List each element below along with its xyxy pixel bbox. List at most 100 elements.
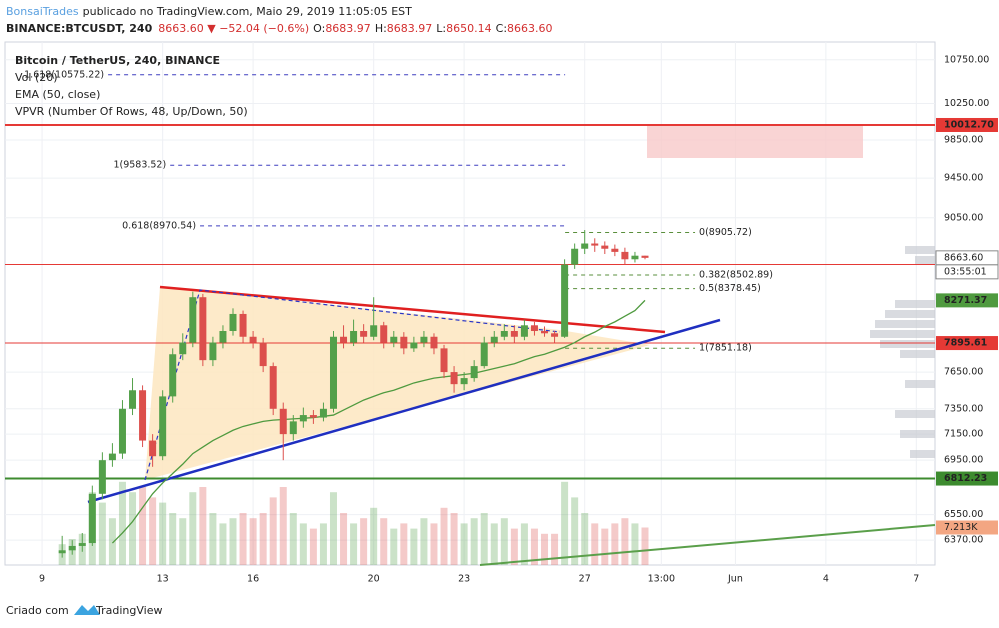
volume-bar bbox=[591, 523, 599, 565]
candle-body bbox=[108, 453, 116, 461]
volume-profile bbox=[870, 246, 935, 458]
volume-bar bbox=[219, 523, 227, 565]
levels: 1.618(10575.22) 1(9583.52) 0.618(8970.54) 0… bbox=[5, 69, 935, 480]
volume-bar bbox=[329, 492, 337, 565]
candle-body bbox=[541, 331, 549, 334]
x-tick-label: 9 bbox=[39, 574, 45, 585]
volume-bar bbox=[380, 518, 388, 565]
candle-body bbox=[450, 372, 458, 385]
volume-bar bbox=[319, 523, 327, 565]
volume-bar bbox=[541, 533, 549, 565]
symbol-line: BINANCE:BTCUSDT, 240 8663.60 ▼ −52.04 (−0… bbox=[6, 22, 553, 35]
volume-bar bbox=[551, 533, 559, 565]
profile-row bbox=[905, 246, 935, 254]
ohlc-value: 8683.97 bbox=[387, 22, 433, 35]
candle-body bbox=[129, 390, 137, 409]
candle-body bbox=[139, 390, 147, 441]
volume-bar bbox=[179, 518, 187, 565]
candle-body bbox=[159, 396, 167, 457]
volume-bar bbox=[460, 523, 468, 565]
zone bbox=[647, 126, 863, 158]
profile-row bbox=[895, 300, 935, 308]
candle-body bbox=[440, 348, 448, 373]
volume-bar bbox=[129, 492, 137, 565]
footer-text: Criado com bbox=[6, 604, 69, 617]
y-tick-label: 6370.00 bbox=[944, 535, 983, 546]
volume-bar bbox=[390, 528, 398, 565]
y-tick-label: 9050.00 bbox=[944, 212, 983, 223]
y-tick-label: 9850.00 bbox=[944, 135, 983, 146]
candle-body bbox=[571, 248, 579, 265]
volume-bar bbox=[289, 513, 297, 565]
candle-body bbox=[88, 493, 96, 544]
y-tick-label: 10250.00 bbox=[944, 98, 989, 109]
volume-bar bbox=[470, 518, 478, 565]
volume-bar bbox=[229, 518, 237, 565]
legend-item: Bitcoin / TetherUS, 240, BINANCE bbox=[15, 54, 220, 67]
profile-row bbox=[885, 310, 935, 318]
candle-body bbox=[78, 543, 86, 546]
volume-bar bbox=[279, 487, 287, 565]
volume-bar bbox=[98, 502, 106, 565]
profile-row bbox=[895, 410, 935, 418]
profile-row bbox=[905, 380, 935, 388]
volume-tag-label: 7.213K bbox=[944, 522, 978, 533]
candle-body bbox=[510, 331, 518, 337]
ema-tag bbox=[936, 293, 998, 308]
ohlc-key: H: bbox=[375, 22, 387, 35]
candle-body bbox=[490, 336, 498, 343]
candle-body bbox=[410, 342, 418, 349]
candle-body bbox=[591, 243, 599, 246]
fib-label: 0.5(8378.45) bbox=[699, 283, 761, 294]
level-tag bbox=[936, 336, 998, 351]
volume-bar bbox=[149, 497, 157, 565]
volume-bar bbox=[209, 513, 217, 565]
volume-bar bbox=[450, 513, 458, 565]
candle-body bbox=[169, 354, 177, 397]
y-tick-label: 7150.00 bbox=[944, 429, 983, 440]
symbol: BINANCE:BTCUSDT, 240 bbox=[6, 22, 153, 35]
fib-label: 0(8905.72) bbox=[699, 227, 752, 238]
candle-body bbox=[420, 336, 428, 343]
footer-brand[interactable]: TradingView bbox=[95, 604, 162, 617]
candle-body bbox=[370, 325, 378, 337]
ohlc-value: 8663.60 bbox=[507, 22, 553, 35]
candle-body bbox=[189, 297, 197, 343]
volume-bar bbox=[259, 513, 267, 565]
candle-body bbox=[350, 331, 358, 343]
level-tag-label: 10012.70 bbox=[944, 119, 994, 130]
candle-body bbox=[551, 333, 559, 337]
volume-bar bbox=[118, 481, 126, 565]
volume-bar bbox=[410, 528, 418, 565]
fib-label: 0.382(8502.89) bbox=[699, 270, 773, 281]
x-tick-label: 27 bbox=[579, 574, 591, 585]
candle-body bbox=[58, 550, 66, 554]
candle-body bbox=[470, 366, 478, 379]
candle-body bbox=[520, 325, 528, 337]
volume-tag bbox=[936, 520, 998, 535]
profile-row bbox=[875, 320, 935, 328]
candle-body bbox=[68, 545, 76, 551]
x-tick-label: 20 bbox=[368, 574, 380, 585]
ohlc-value: 8683.97 bbox=[325, 22, 371, 35]
volume-bar bbox=[430, 523, 438, 565]
candle-body bbox=[360, 331, 368, 337]
x-tick-label: 7 bbox=[913, 574, 919, 585]
candle-body bbox=[259, 342, 267, 367]
volume-bar bbox=[299, 523, 307, 565]
candle-body bbox=[400, 336, 408, 349]
volume-bar bbox=[400, 523, 408, 565]
profile-row bbox=[880, 340, 935, 348]
volume-bar bbox=[199, 487, 207, 565]
volume-bar bbox=[269, 497, 277, 565]
ohlc-value: 8650.14 bbox=[446, 22, 492, 35]
countdown-label: 03:55:01 bbox=[944, 266, 987, 277]
author: BonsaiTrades bbox=[6, 5, 79, 18]
candle-body bbox=[118, 408, 126, 454]
volume-bar bbox=[621, 518, 629, 565]
legend-item: EMA (50, close) bbox=[15, 88, 100, 101]
fib-label: 1.618(10575.22) bbox=[24, 69, 104, 80]
volume-bar bbox=[239, 513, 247, 565]
candle-body bbox=[581, 243, 589, 249]
